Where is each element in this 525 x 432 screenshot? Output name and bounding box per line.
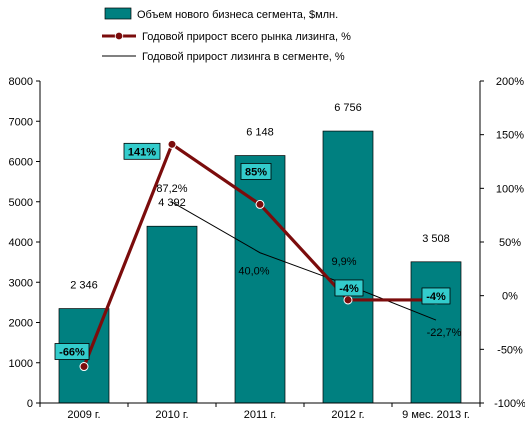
right-tick-label: 0%	[502, 291, 518, 303]
right-tick-label: 200%	[496, 76, 524, 88]
market-value-label: -4%	[426, 291, 446, 303]
right-tick-label: 100%	[496, 183, 524, 195]
right-tick-label: 150%	[496, 130, 524, 142]
left-tick-label: 2000	[9, 318, 33, 330]
x-tick-label: 9 мес. 2013 г.	[402, 409, 470, 421]
legend-label-segment: Годовой прирост лизинга в сегменте, %	[142, 51, 345, 63]
segment-value-label: 87,2%	[156, 183, 187, 195]
segment-value-label: 40,0%	[238, 266, 269, 278]
bar-value-label: 3 508	[422, 233, 450, 245]
segment-value-label: -22,7%	[427, 327, 462, 339]
market-point-0	[79, 362, 89, 372]
left-tick-label: 7000	[9, 116, 33, 128]
market-label-box	[240, 163, 272, 180]
segment-value-label: 9,9%	[331, 256, 356, 268]
x-tick-label: 2009 г.	[67, 409, 100, 421]
market-value-label: 85%	[245, 166, 267, 178]
left-tick-label: 3000	[9, 277, 33, 289]
bar-3	[322, 130, 374, 404]
legend-label-bar: Объем нового бизнеса сегмента, $млн.	[137, 9, 338, 21]
legend: Объем нового бизнеса сегмента, $млн. Год…	[102, 7, 351, 63]
legend-swatch-bar	[104, 7, 132, 20]
x-tick-label: 2012 г.	[331, 409, 364, 421]
right-tick-label: -100%	[494, 398, 525, 410]
bar-value-label: 2 346	[70, 280, 98, 292]
x-tick-label: 2010 г.	[155, 409, 188, 421]
market-point-1	[167, 139, 177, 149]
market-label-box	[54, 343, 90, 360]
bar-value-label: 6 148	[246, 127, 274, 139]
market-value-label: -4%	[339, 283, 359, 295]
bar-value-label: 4 392	[158, 197, 186, 209]
right-tick-label: 50%	[499, 237, 521, 249]
market-point-2	[255, 199, 265, 209]
bar-value-label: 6 756	[334, 102, 362, 114]
legend-label-market: Годовой прирост всего рынка лизинга, %	[142, 31, 351, 43]
left-tick-label: 8000	[9, 76, 33, 88]
bar-1	[146, 225, 198, 404]
market-value-label: -66%	[59, 347, 85, 359]
plot-area: 0 1000 2000 3000 4000 5000 6000 7000 8000 -100% -5…	[9, 76, 525, 421]
market-label-box	[334, 279, 364, 297]
market-label-box	[421, 287, 451, 305]
market-point-3	[343, 295, 353, 305]
market-value-label: 141%	[128, 146, 156, 158]
market-label-box	[123, 142, 161, 160]
bar-2	[234, 155, 286, 404]
segment-growth-line	[171, 201, 437, 321]
x-tick-label: 2011 г.	[244, 409, 276, 421]
left-tick-label: 6000	[9, 157, 33, 169]
left-tick-label: 0	[27, 398, 33, 410]
right-tick-label: -50%	[497, 344, 523, 356]
bar-4	[410, 261, 462, 404]
left-tick-label: 5000	[9, 197, 33, 209]
left-tick-label: 4000	[9, 237, 33, 249]
legend-swatch-market-marker	[114, 31, 124, 41]
left-tick-label: 1000	[9, 358, 33, 370]
